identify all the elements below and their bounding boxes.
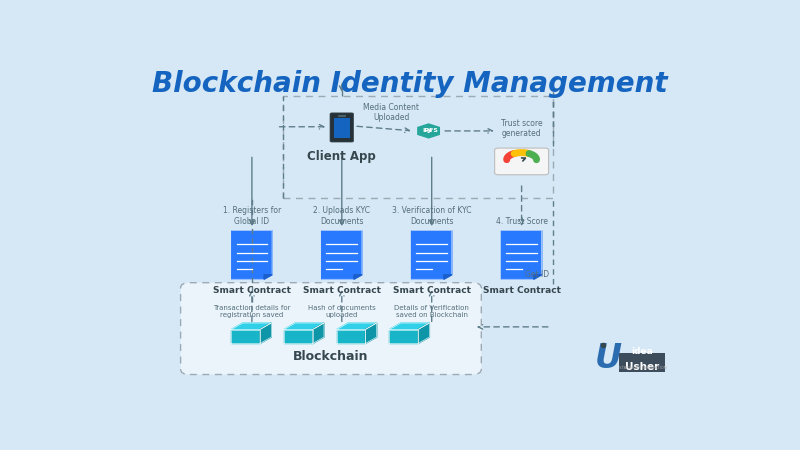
Text: idea: idea <box>632 347 654 356</box>
Polygon shape <box>502 231 542 279</box>
Polygon shape <box>284 323 324 329</box>
Polygon shape <box>354 274 362 279</box>
Text: Details of Verification
saved on Blockchain: Details of Verification saved on Blockch… <box>394 305 469 318</box>
Text: Hash of documents
uploaded: Hash of documents uploaded <box>308 305 376 318</box>
Polygon shape <box>444 274 452 279</box>
Polygon shape <box>260 323 271 343</box>
Polygon shape <box>534 274 542 279</box>
Text: 3. Verification of KYC
Documents: 3. Verification of KYC Documents <box>392 206 471 225</box>
Polygon shape <box>264 274 272 279</box>
Text: Blockchain: Blockchain <box>293 350 369 363</box>
Polygon shape <box>337 323 377 329</box>
Text: Client App: Client App <box>307 150 376 163</box>
Text: Smart Contract: Smart Contract <box>393 286 470 295</box>
Polygon shape <box>232 231 272 279</box>
FancyBboxPatch shape <box>619 353 666 372</box>
Polygon shape <box>390 323 430 329</box>
Polygon shape <box>337 329 366 343</box>
Polygon shape <box>418 124 439 138</box>
Polygon shape <box>322 231 362 279</box>
Text: Usher: Usher <box>626 362 660 373</box>
Text: IPFS: IPFS <box>422 128 438 133</box>
Text: Transaction details for
registration saved: Transaction details for registration sav… <box>213 305 290 318</box>
Polygon shape <box>231 323 271 329</box>
Polygon shape <box>390 329 418 343</box>
Polygon shape <box>231 329 260 343</box>
FancyBboxPatch shape <box>181 283 482 374</box>
Text: Media Content
Uploaded: Media Content Uploaded <box>363 103 419 122</box>
Text: 4. Trust Score: 4. Trust Score <box>496 216 547 225</box>
Text: STARING IN INNOVATION: STARING IN INNOVATION <box>618 366 666 369</box>
Text: Trust score
generated: Trust score generated <box>501 119 542 138</box>
Polygon shape <box>366 323 377 343</box>
Polygon shape <box>284 329 313 343</box>
Polygon shape <box>411 231 452 279</box>
FancyBboxPatch shape <box>330 113 354 142</box>
Text: U: U <box>595 342 622 375</box>
Text: Get ID: Get ID <box>526 270 550 279</box>
FancyBboxPatch shape <box>494 148 549 175</box>
Text: Smart Contract: Smart Contract <box>302 286 381 295</box>
Text: Smart Contract: Smart Contract <box>482 286 561 295</box>
Text: 2. Uploads KYC
Documents: 2. Uploads KYC Documents <box>314 206 370 225</box>
Text: 1. Registers for
Global ID: 1. Registers for Global ID <box>222 206 281 225</box>
Text: Blockchain Identity Management: Blockchain Identity Management <box>152 70 668 98</box>
Polygon shape <box>313 323 324 343</box>
FancyBboxPatch shape <box>334 118 350 138</box>
Polygon shape <box>418 323 430 343</box>
Text: Smart Contract: Smart Contract <box>213 286 291 295</box>
